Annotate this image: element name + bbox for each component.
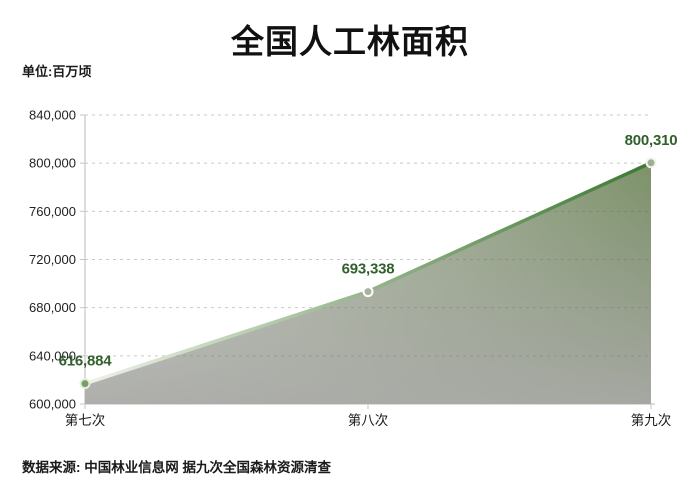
y-tick-label: 600,000 — [29, 397, 76, 412]
data-point-marker — [645, 157, 657, 169]
y-tick-label: 760,000 — [29, 204, 76, 219]
x-category-label: 第七次 — [65, 412, 106, 428]
chart-title: 全国人工林面积 — [231, 23, 469, 60]
data-point-marker — [79, 378, 91, 390]
data-value-label: 616,884 — [59, 353, 113, 370]
data-value-label: 693,338 — [342, 261, 395, 278]
source-note: 数据来源: 中国林业信息网 据九次全国森林资源清查 — [22, 460, 331, 475]
y-tick-label: 640,000 — [29, 348, 76, 363]
y-tick-label: 800,000 — [29, 156, 76, 171]
x-category-label: 第八次 — [348, 412, 389, 428]
unit-label: 单位:百万顷 — [22, 64, 92, 79]
y-tick-label: 840,000 — [29, 108, 76, 123]
y-tick-label: 680,000 — [29, 300, 76, 315]
x-category-label: 第九次 — [631, 412, 672, 428]
y-tick-label: 720,000 — [29, 252, 76, 267]
data-value-label: 800,310 — [625, 132, 678, 149]
data-point-marker — [362, 286, 374, 298]
